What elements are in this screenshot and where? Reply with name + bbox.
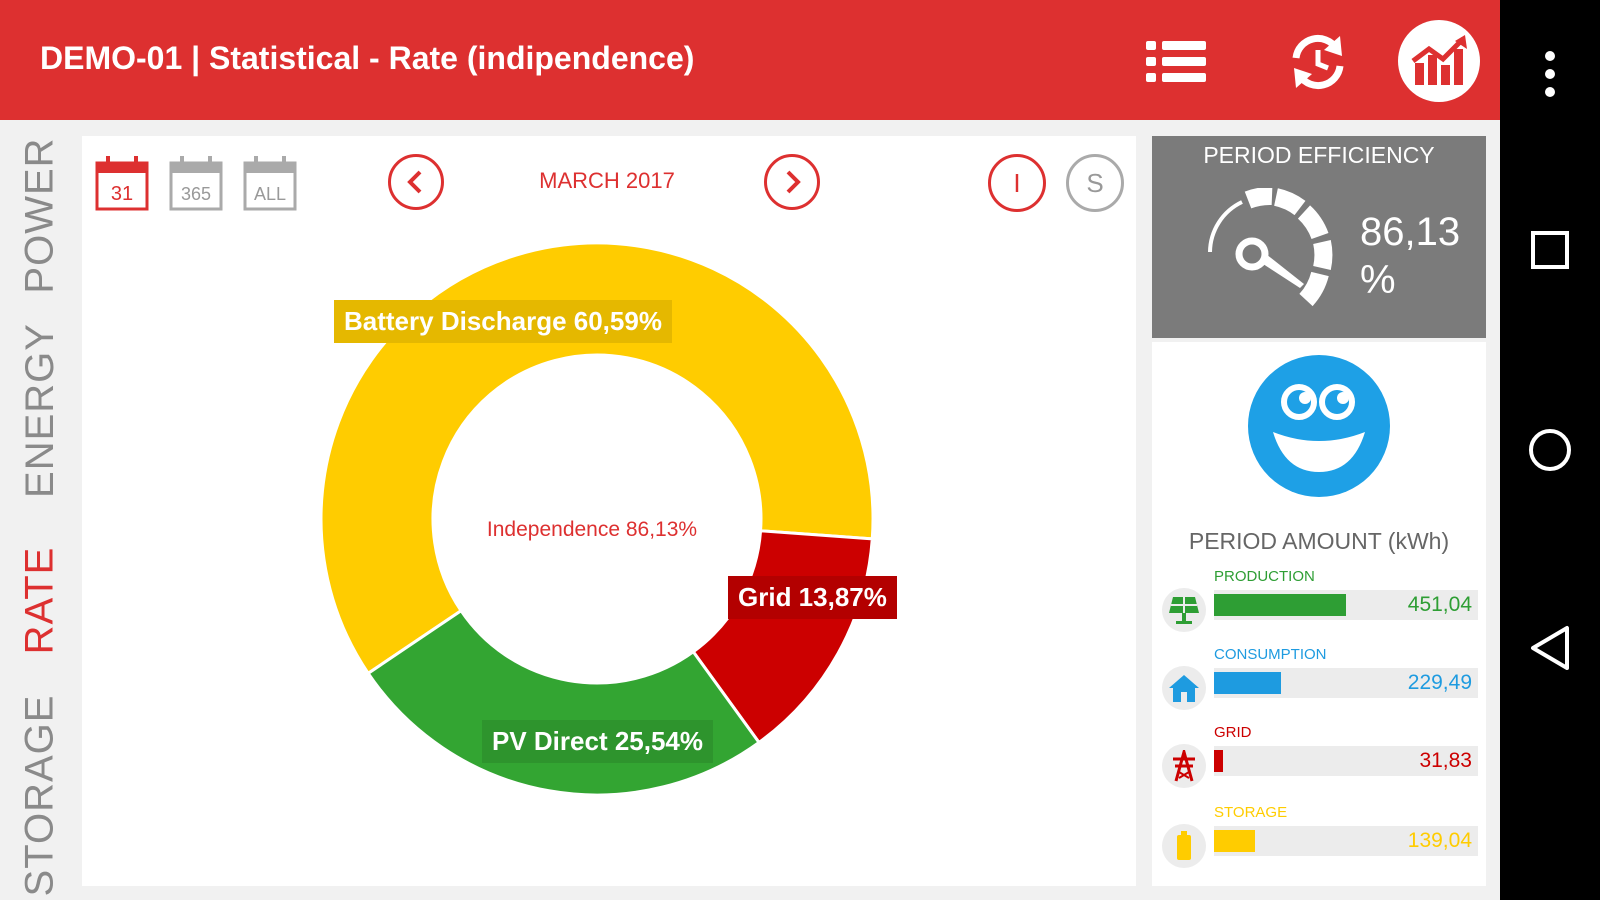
tab-power[interactable]: POWER — [0, 130, 80, 300]
amount-row-grid: GRID 31,83 — [1160, 724, 1478, 794]
tab-storage-label: STORAGE — [17, 694, 62, 896]
production-bar-track: 451,04 — [1214, 590, 1478, 620]
battery-discharge-segment — [319, 241, 875, 676]
tab-rate-label: RATE — [17, 546, 62, 654]
amount-row-storage: STORAGE 139,04 — [1160, 804, 1478, 874]
grid-bar-track: 31,83 — [1214, 746, 1478, 776]
gauge-icon — [1208, 188, 1333, 307]
system-navigation-bar — [1500, 0, 1600, 900]
chevron-right-icon — [786, 170, 801, 194]
app-header: DEMO-01 | Statistical - Rate (indipenden… — [0, 0, 1500, 120]
calendar-all-label: ALL — [254, 184, 286, 204]
amount-row-consumption: CONSUMPTION 229,49 — [1160, 646, 1478, 716]
home-icon[interactable] — [1500, 410, 1600, 490]
consumption-bar-track: 229,49 — [1214, 668, 1478, 698]
rate-chart-panel: 31 365 ALL MAR — [82, 136, 1136, 886]
storage-bar-fill — [1214, 830, 1255, 852]
amount-title: PERIOD AMOUNT (kWh) — [1188, 528, 1450, 554]
back-icon[interactable] — [1500, 608, 1600, 688]
power-pylon-icon — [1162, 744, 1206, 788]
side-tabs: POWER ENERGY RATE STORAGE — [0, 120, 80, 900]
recents-icon[interactable] — [1500, 210, 1600, 290]
grid-amount-value: 31,83 — [1419, 749, 1472, 772]
production-bar-fill — [1214, 594, 1346, 616]
rate-donut-chart — [319, 241, 875, 797]
page-title: DEMO-01 | Statistical - Rate (indipenden… — [40, 40, 695, 76]
calendar-year-button[interactable]: 365 — [168, 154, 224, 212]
previous-period-button[interactable] — [388, 154, 444, 210]
consumption-bar-fill — [1214, 672, 1282, 694]
grid-bar-fill — [1214, 750, 1224, 772]
period-label: MARCH 2017 — [539, 168, 675, 193]
production-label: PRODUCTION — [1214, 568, 1315, 585]
house-icon — [1162, 666, 1206, 710]
calendar-all-button[interactable]: ALL — [242, 154, 298, 212]
consumption-value: 229,49 — [1407, 671, 1472, 694]
grid-label: Grid 13,87% — [728, 576, 897, 619]
tab-energy-label: ENERGY — [17, 322, 62, 498]
list-icon[interactable] — [1136, 22, 1216, 102]
tab-power-label: POWER — [17, 136, 62, 294]
tab-storage[interactable]: STORAGE — [0, 694, 80, 896]
battery-icon — [1162, 824, 1206, 868]
amount-row-production: PRODUCTION 451,04 — [1160, 568, 1478, 638]
calendar-month-button[interactable]: 31 — [94, 154, 150, 212]
chevron-left-icon — [407, 170, 422, 194]
solar-panel-icon — [1162, 588, 1206, 632]
production-value: 451,04 — [1407, 593, 1472, 616]
pv-direct-label: PV Direct 25,54% — [482, 720, 714, 763]
period-amount-panel: PERIOD AMOUNT (kWh) PRODUCTION 451,04 — [1152, 342, 1486, 886]
tab-rate[interactable]: RATE — [0, 530, 80, 670]
efficiency-title: PERIOD EFFICIENCY — [1203, 142, 1435, 168]
donut-center-label: Independence 86,13% — [486, 518, 698, 541]
efficiency-unit: % — [1360, 258, 1396, 302]
self-consumption-mode-button[interactable]: S — [1066, 154, 1124, 212]
storage-label: STORAGE — [1214, 804, 1288, 821]
happy-face-icon — [1248, 355, 1390, 497]
next-period-button[interactable] — [764, 154, 820, 210]
period-efficiency-panel: PERIOD EFFICIENCY 86,13 % — [1152, 136, 1486, 338]
consumption-label: CONSUMPTION — [1214, 646, 1327, 663]
storage-bar-track: 139,04 — [1214, 826, 1478, 856]
battery-discharge-label: Battery Discharge 60,59% — [334, 300, 672, 343]
efficiency-value: 86,13 % — [1360, 208, 1460, 304]
calendar-month-label: 31 — [111, 183, 133, 205]
pv-direct-segment — [366, 608, 762, 797]
independence-mode-button[interactable]: I — [988, 154, 1046, 212]
tab-energy[interactable]: ENERGY — [0, 320, 80, 500]
history-refresh-icon[interactable] — [1278, 22, 1358, 102]
chart-logo-icon[interactable] — [1398, 20, 1480, 102]
more-vert-icon[interactable] — [1500, 34, 1600, 114]
calendar-year-label: 365 — [181, 184, 211, 204]
grid-amount-label: GRID — [1214, 724, 1252, 741]
storage-value: 139,04 — [1407, 829, 1472, 852]
efficiency-number: 86,13 — [1360, 210, 1461, 254]
